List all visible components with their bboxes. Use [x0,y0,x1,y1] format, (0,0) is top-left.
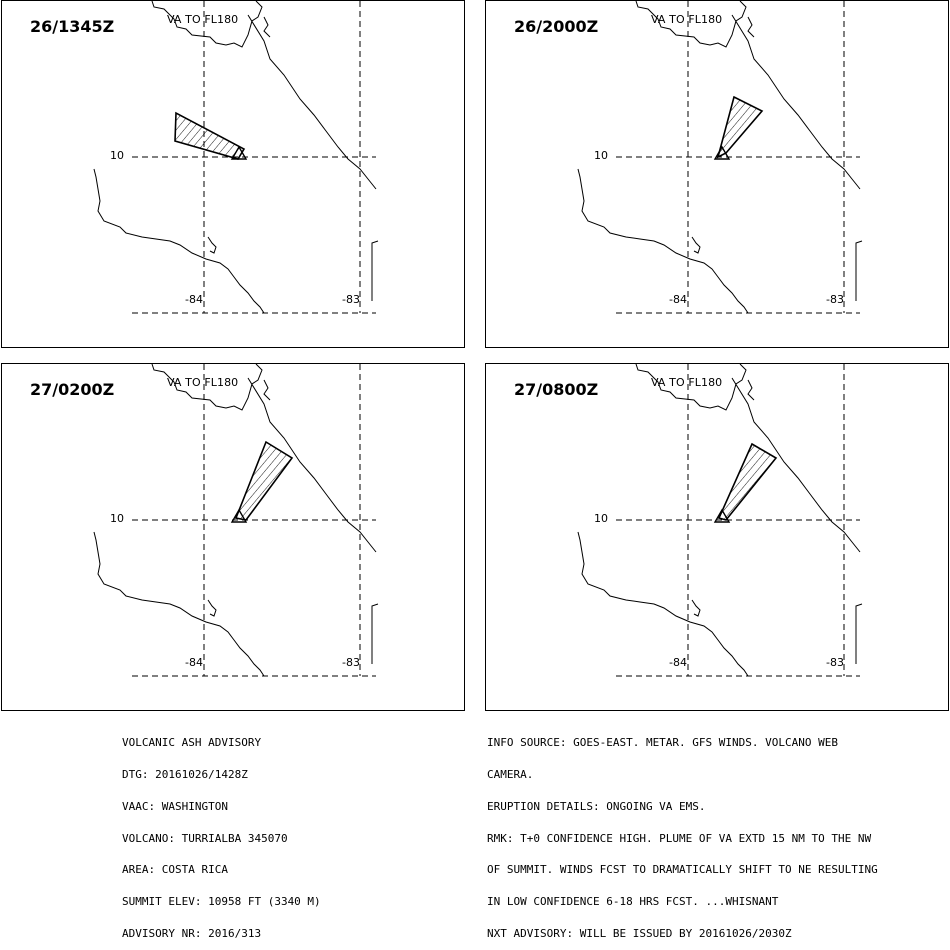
coastline-small [747,16,755,38]
advisory-line: RMK: T+0 CONFIDENCE HIGH. PLUME OF VA EX… [487,831,872,845]
coastline-east [731,377,861,553]
coastline-caribbean [151,1,263,48]
ash-level-label: VA TO FL180 [167,376,239,389]
longitude-label-east: -83 [342,293,360,306]
coastline-small [747,379,755,401]
advisory-line: DTG: 20161026/1428Z [122,767,248,781]
coastline-caribbean [635,364,747,411]
map-panel-3: 27/0200Z VA TO FL180 10 -84 -83 [1,363,465,711]
panel-time: 26/2000Z [514,17,599,36]
panel-time: 26/1345Z [30,17,115,36]
longitude-label-east: -83 [826,293,844,306]
panel-time: 27/0200Z [30,380,115,399]
advisory-line: ERUPTION DETAILS: ONGOING VA EMS. [487,799,706,813]
map-graphic [577,1,863,314]
advisory-line: NXT ADVISORY: WILL BE ISSUED BY 20161026… [487,926,792,940]
advisory-line: IN LOW CONFIDENCE 6-18 HRS FCST. ...WHIS… [487,895,779,909]
coastline-caribbean [151,364,263,411]
volcano-triangle [713,145,731,160]
advisory-details-left: VOLCANIC ASH ADVISORY DTG: 20161026/1428… [122,717,321,950]
map-panel-2: 26/2000Z VA TO FL180 10 -84 -83 [485,0,949,348]
coastline-pacific-inlet [691,236,701,254]
advisory-line: OF SUMMIT. WINDS FCST TO DRAMATICALLY SH… [487,863,878,877]
longitude-label-west: -84 [185,293,203,306]
longitude-label-west: -84 [185,656,203,669]
coastline-east [247,14,377,190]
volcano-triangle [230,508,248,523]
coastline-small [263,379,271,401]
map-graphic [577,364,863,677]
ash-level-label: VA TO FL180 [651,13,723,26]
coastline-pacific-inlet [207,599,217,617]
coastline-southeast [855,240,863,301]
longitude-label-east: -83 [826,656,844,669]
coastline-southeast [855,603,863,664]
ash-plume [716,95,764,159]
longitude-label-west: -84 [669,656,687,669]
advisory-line: ADVISORY NR: 2016/313 [122,926,262,940]
advisory-details-right: INFO SOURCE: GOES-EAST. METAR. GFS WINDS… [487,717,878,950]
advisory-line: CAMERA. [487,767,534,781]
coastline-southeast [371,603,379,664]
coastline-pacific [93,531,265,677]
coastline-east [247,377,377,553]
ash-plume [174,111,246,160]
advisory-line: VOLCANO: TURRIALBA 345070 [122,831,288,845]
volcano-triangle [713,508,731,523]
latitude-label: 10 [594,149,608,162]
advisory-line: VOLCANIC ASH ADVISORY [122,736,262,750]
coastline-pacific [577,168,749,314]
coastline-east [731,14,861,190]
ash-plume [234,440,294,521]
ash-plume [717,442,778,521]
longitude-label-east: -83 [342,656,360,669]
volcano-triangle [230,145,248,160]
longitude-label-west: -84 [669,293,687,306]
coastline-pacific [577,531,749,677]
coastline-caribbean [635,1,747,48]
advisory-line: SUMMIT ELEV: 10958 FT (3340 M) [122,895,321,909]
ash-level-label: VA TO FL180 [167,13,239,26]
latitude-label: 10 [594,512,608,525]
advisory-line: VAAC: WASHINGTON [122,799,228,813]
coastline-small [263,16,271,38]
ash-level-label: VA TO FL180 [651,376,723,389]
latitude-label: 10 [110,512,124,525]
coastline-pacific [93,168,265,314]
advisory-line: INFO SOURCE: GOES-EAST. METAR. GFS WINDS… [487,736,838,750]
latitude-label: 10 [110,149,124,162]
coastline-pacific-inlet [207,236,217,254]
coastline-southeast [371,240,379,301]
map-panel-1: 26/1345Z VA TO FL180 10 -84 -83 [1,0,465,348]
panel-time: 27/0800Z [514,380,599,399]
advisory-line: AREA: COSTA RICA [122,863,228,877]
coastline-pacific-inlet [691,599,701,617]
map-graphic [93,364,379,677]
map-panel-4: 27/0800Z VA TO FL180 10 -84 -83 [485,363,949,711]
map-graphic [93,1,379,314]
